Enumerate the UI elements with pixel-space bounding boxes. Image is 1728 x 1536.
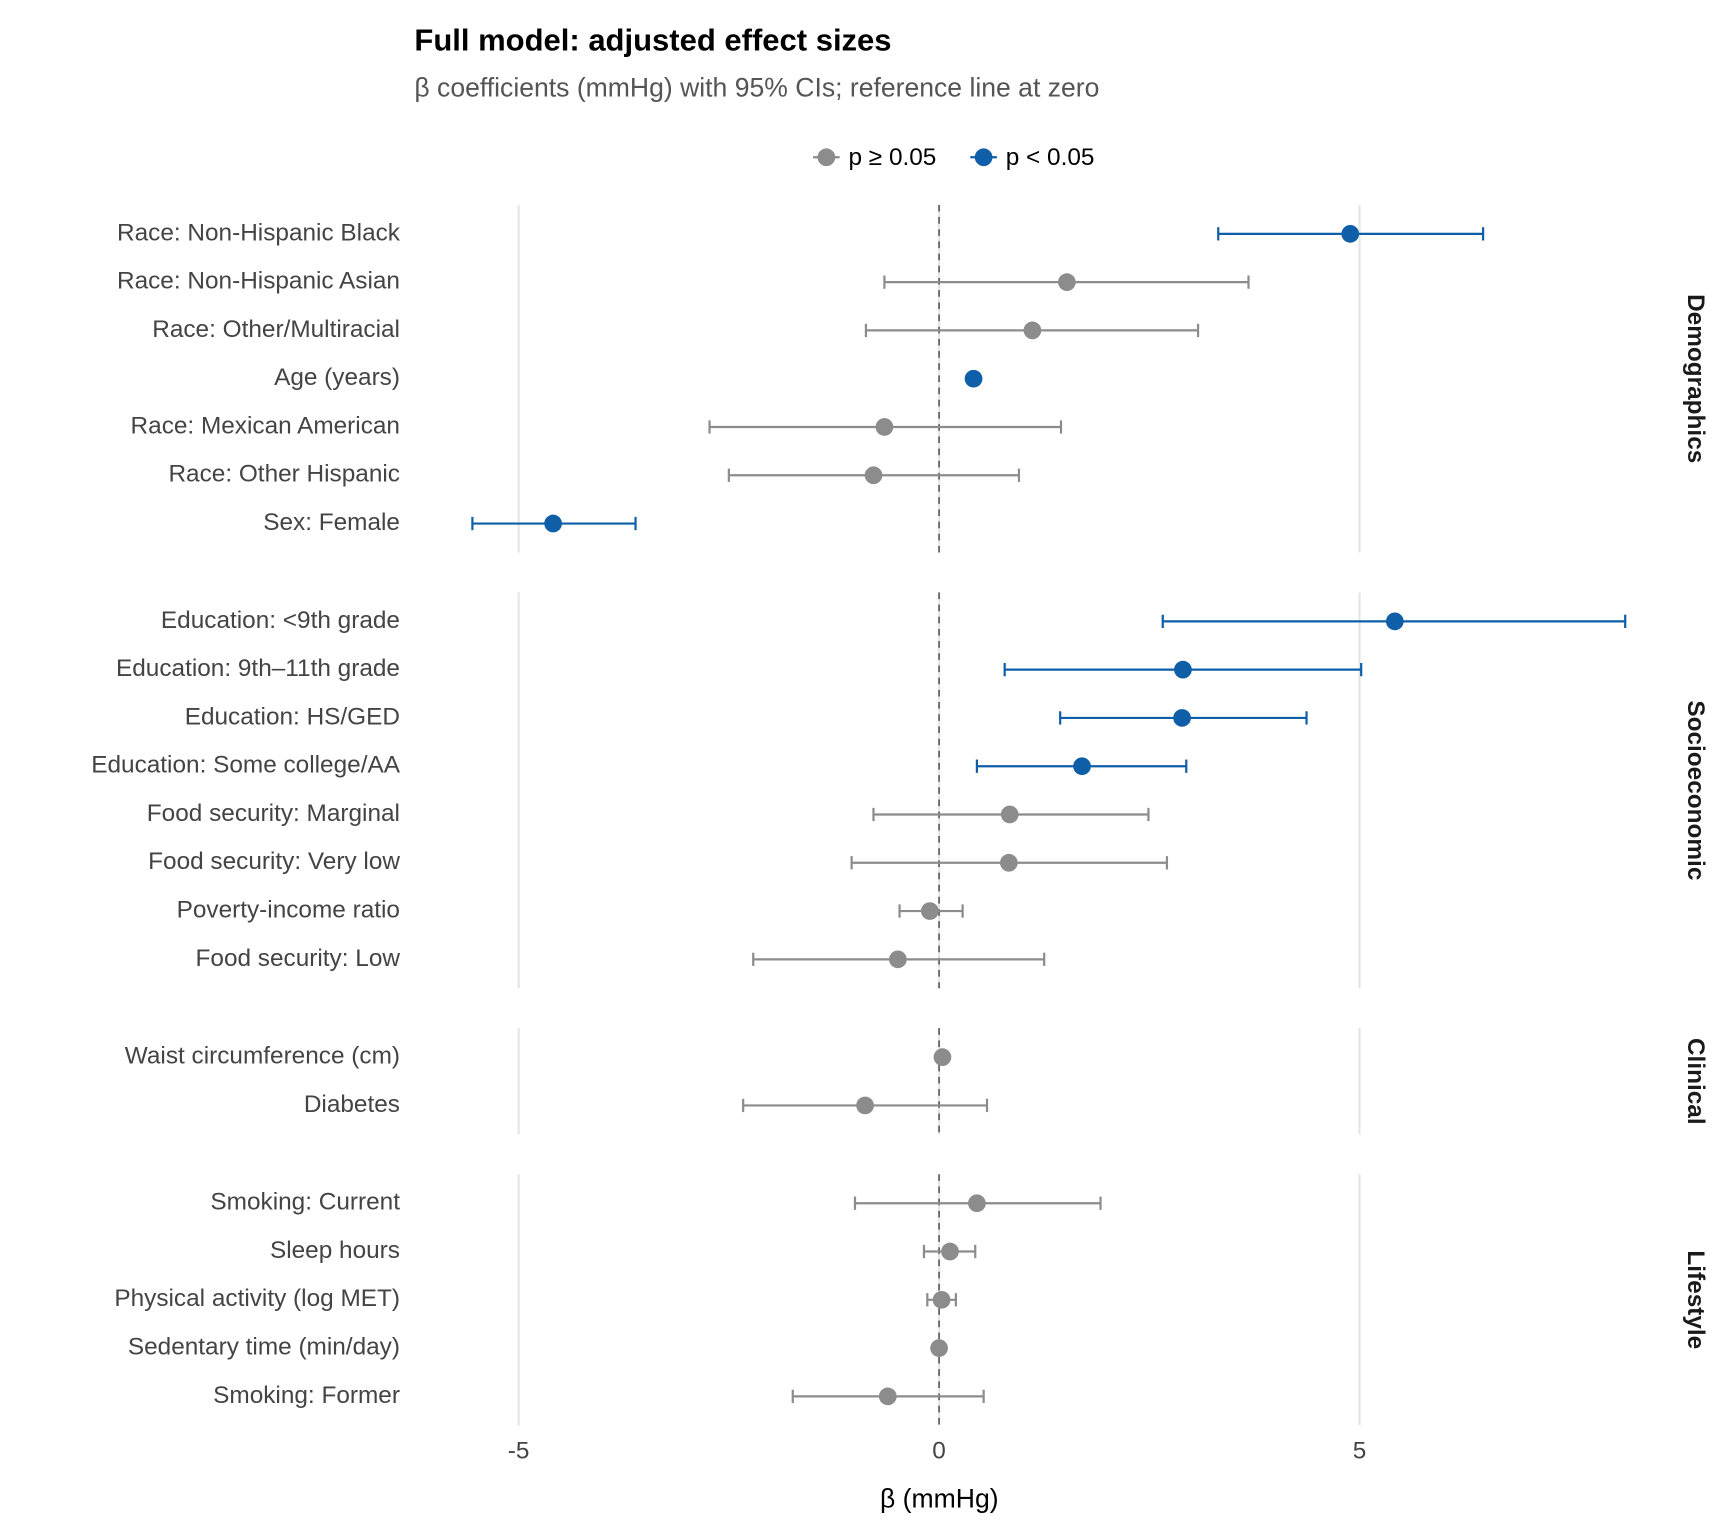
x-tick-label: -5 xyxy=(508,1437,530,1464)
point xyxy=(941,1242,959,1261)
point xyxy=(930,1339,948,1357)
point xyxy=(1058,273,1076,291)
legend-dot xyxy=(817,148,836,167)
y-tick-label: Race: Mexican American xyxy=(131,412,400,439)
point xyxy=(933,1048,952,1067)
y-tick-label: Food security: Marginal xyxy=(147,800,400,827)
point xyxy=(1173,709,1191,727)
point xyxy=(1073,757,1091,776)
chart-subtitle: β coefficients (mmHg) with 95% CIs; refe… xyxy=(414,73,1099,103)
y-tick-label: Race: Other/Multiracial xyxy=(152,316,400,343)
x-axis-label: β (mmHg) xyxy=(880,1484,999,1514)
point xyxy=(878,1387,897,1406)
y-tick-label: Race: Non-Hispanic Asian xyxy=(117,268,400,295)
point xyxy=(864,466,883,485)
point xyxy=(889,950,907,969)
y-tick-label: Race: Non-Hispanic Black xyxy=(117,219,401,246)
y-tick-label: Education: HS/GED xyxy=(185,703,400,730)
point xyxy=(932,1290,951,1309)
point xyxy=(1174,660,1192,679)
point xyxy=(920,902,939,920)
y-tick-label: Poverty-income ratio xyxy=(177,896,400,923)
y-tick-label: Waist circumference (cm) xyxy=(125,1043,400,1070)
legend-label: p ≥ 0.05 xyxy=(848,144,936,171)
panel-label: Socioeconomic xyxy=(1682,700,1709,880)
legend-dot xyxy=(974,148,993,167)
point xyxy=(856,1096,874,1115)
y-tick-label: Smoking: Former xyxy=(213,1382,400,1409)
point xyxy=(544,514,562,533)
legend-label: p < 0.05 xyxy=(1006,144,1095,171)
point xyxy=(875,418,894,436)
point xyxy=(1341,224,1360,243)
panel-label: Lifestyle xyxy=(1682,1250,1709,1349)
y-tick-label: Education: <9th grade xyxy=(161,607,400,634)
point xyxy=(964,369,983,388)
x-tick-label: 5 xyxy=(1353,1437,1367,1464)
chart-title: Full model: adjusted effect sizes xyxy=(414,22,891,57)
panel-label: Demographics xyxy=(1682,294,1709,463)
y-tick-label: Sedentary time (min/day) xyxy=(128,1334,400,1361)
point xyxy=(968,1194,986,1213)
y-tick-label: Education: 9th–11th grade xyxy=(116,655,400,682)
point xyxy=(1023,321,1042,340)
y-tick-label: Smoking: Current xyxy=(210,1189,400,1216)
y-tick-label: Food security: Low xyxy=(196,945,401,972)
x-tick-label: 0 xyxy=(932,1437,946,1464)
y-tick-label: Race: Other Hispanic xyxy=(168,461,400,488)
y-tick-label: Physical activity (log MET) xyxy=(114,1285,400,1312)
y-tick-label: Age (years) xyxy=(274,364,400,391)
point xyxy=(1385,612,1404,631)
point xyxy=(1000,853,1018,872)
y-tick-label: Sex: Female xyxy=(263,509,400,536)
y-tick-label: Sleep hours xyxy=(270,1237,400,1264)
y-tick-label: Education: Some college/AA xyxy=(91,752,400,779)
y-tick-label: Diabetes xyxy=(304,1091,400,1118)
panel-label: Clinical xyxy=(1682,1038,1709,1125)
point xyxy=(1000,805,1019,824)
y-tick-label: Food security: Very low xyxy=(148,848,400,875)
